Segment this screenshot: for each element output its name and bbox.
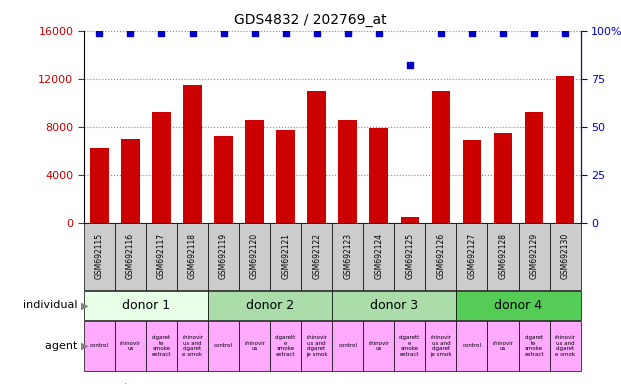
Bar: [338, 119, 357, 223]
Point: [436, 30, 446, 36]
Text: GSM692118: GSM692118: [188, 233, 197, 279]
Text: GSM692126: GSM692126: [437, 233, 445, 280]
Bar: [556, 76, 574, 223]
Text: rhinovir
us: rhinovir us: [492, 341, 514, 351]
Bar: [463, 140, 481, 223]
Text: rhinovir
us and
cigaret
je smok: rhinovir us and cigaret je smok: [306, 335, 327, 357]
Text: GSM692123: GSM692123: [343, 233, 352, 280]
Point: [188, 30, 197, 36]
Text: donor 2: donor 2: [246, 299, 294, 312]
Text: GSM692125: GSM692125: [406, 233, 414, 280]
Text: control: control: [214, 343, 233, 349]
Text: GSM692119: GSM692119: [219, 233, 228, 280]
Bar: [525, 112, 543, 223]
Point: [498, 30, 508, 36]
Bar: [121, 139, 140, 223]
Text: GSM692124: GSM692124: [374, 233, 383, 280]
Text: GSM692129: GSM692129: [530, 233, 538, 280]
Text: rhinovir
us: rhinovir us: [244, 341, 265, 351]
Bar: [432, 91, 450, 223]
Text: agent: agent: [45, 341, 81, 351]
Text: GSM692121: GSM692121: [281, 233, 290, 279]
Text: GSM692127: GSM692127: [468, 233, 476, 280]
Text: ▶: ▶: [81, 300, 88, 311]
Bar: [183, 85, 202, 223]
Bar: [401, 217, 419, 223]
Text: cigaret
te
smoke
extract: cigaret te smoke extract: [524, 335, 544, 357]
Text: individual: individual: [23, 300, 81, 311]
Text: GDS4832 / 202769_at: GDS4832 / 202769_at: [234, 13, 387, 27]
Bar: [276, 130, 295, 223]
Bar: [307, 91, 326, 223]
Point: [312, 30, 322, 36]
Text: ■: ■: [84, 383, 96, 384]
Point: [560, 30, 570, 36]
Text: GSM692115: GSM692115: [95, 233, 104, 280]
Text: GSM692116: GSM692116: [126, 233, 135, 280]
Text: control: control: [463, 343, 481, 349]
Text: donor 1: donor 1: [122, 299, 170, 312]
Bar: [369, 128, 388, 223]
Text: cigaret
te
smoke
extract: cigaret te smoke extract: [152, 335, 171, 357]
Point: [125, 30, 135, 36]
Text: GSM692130: GSM692130: [561, 233, 569, 280]
Text: GSM692122: GSM692122: [312, 233, 321, 279]
Text: control: control: [90, 343, 109, 349]
Point: [467, 30, 477, 36]
Bar: [152, 112, 171, 223]
Point: [281, 30, 291, 36]
Text: GSM692117: GSM692117: [157, 233, 166, 280]
Point: [529, 30, 539, 36]
Point: [343, 30, 353, 36]
Bar: [214, 136, 233, 223]
Text: rhinovir
us and
cigaret
e smok: rhinovir us and cigaret e smok: [182, 335, 203, 357]
Text: cigarett
e
smoke
extract: cigarett e smoke extract: [399, 335, 420, 357]
Text: ▶: ▶: [81, 341, 88, 351]
Point: [250, 30, 260, 36]
Text: rhinovir
us and
cigaret
e smok: rhinovir us and cigaret e smok: [555, 335, 576, 357]
Bar: [494, 133, 512, 223]
Bar: [90, 148, 109, 223]
Text: rhinovir
us: rhinovir us: [120, 341, 141, 351]
Text: GSM692120: GSM692120: [250, 233, 259, 280]
Point: [94, 30, 104, 36]
Point: [405, 62, 415, 68]
Text: donor 4: donor 4: [494, 299, 543, 312]
Text: donor 3: donor 3: [370, 299, 419, 312]
Point: [374, 30, 384, 36]
Text: rhinovir
us: rhinovir us: [368, 341, 389, 351]
Bar: [245, 119, 264, 223]
Text: cigarett
e
smoke
extract: cigarett e smoke extract: [275, 335, 296, 357]
Text: control: control: [338, 343, 357, 349]
Point: [156, 30, 166, 36]
Text: rhinovir
us and
cigaret
je smok: rhinovir us and cigaret je smok: [430, 335, 451, 357]
Text: count: count: [97, 383, 129, 384]
Point: [219, 30, 229, 36]
Text: GSM692128: GSM692128: [499, 233, 507, 279]
